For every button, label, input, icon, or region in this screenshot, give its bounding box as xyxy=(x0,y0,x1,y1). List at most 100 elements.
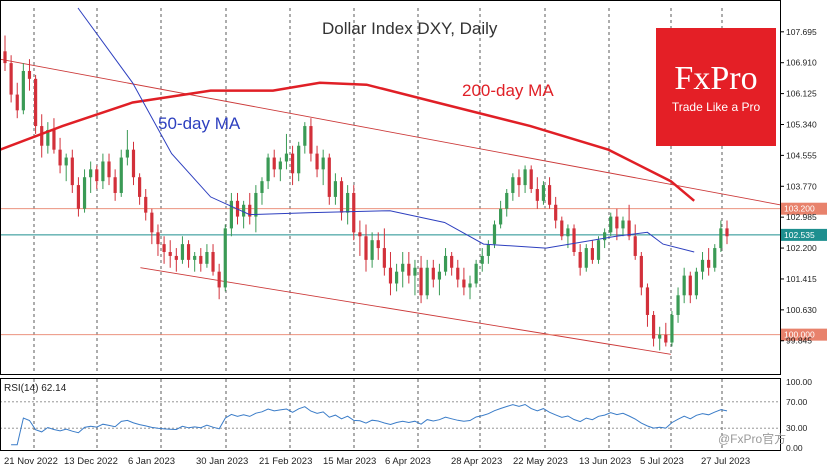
candle-body xyxy=(627,220,631,237)
candle-body xyxy=(609,216,613,233)
candle-body xyxy=(266,157,270,182)
candle-body xyxy=(688,275,692,296)
candle-body xyxy=(309,126,313,154)
candle-body xyxy=(290,153,295,174)
candle-body xyxy=(480,255,484,264)
candle-body xyxy=(413,267,417,276)
candle-body xyxy=(505,192,509,209)
candle-body xyxy=(193,255,197,260)
x-tick-label: 28 Apr 2023 xyxy=(451,456,502,467)
rsi-y-tick-label: 30.00 xyxy=(786,423,808,433)
candle-body xyxy=(15,94,19,111)
rsi-panel-border xyxy=(0,378,781,451)
candle-body xyxy=(450,255,454,268)
candle-body xyxy=(186,244,191,260)
candle-body xyxy=(462,279,466,288)
candle-body xyxy=(27,70,32,79)
candle-body xyxy=(547,185,552,205)
candle-body xyxy=(554,204,558,221)
candle-body xyxy=(425,267,429,296)
candle-body xyxy=(645,287,650,315)
candle-body xyxy=(89,169,93,178)
candle-body xyxy=(499,208,503,225)
candle-body xyxy=(33,78,38,127)
x-tick-label: 6 Jan 2023 xyxy=(128,456,175,467)
candle-body xyxy=(578,252,582,268)
candle-body xyxy=(376,240,380,249)
ma200-annotation: 200-day MA xyxy=(462,81,554,100)
candle-body xyxy=(725,228,729,237)
y-tick-label: 106.125 xyxy=(786,89,817,99)
trend-channel xyxy=(0,58,781,355)
channel-lower-line xyxy=(140,267,671,355)
ma50-line xyxy=(77,7,695,253)
x-tick-label: 6 Apr 2023 xyxy=(385,456,431,467)
candle-body xyxy=(541,185,546,201)
x-tick-label: 27 Jul 2023 xyxy=(701,456,750,467)
candle-body xyxy=(603,232,607,241)
logo-main-text: FxPro xyxy=(674,60,758,97)
axes: 107.695 106.910 106.125 105.340 104.555 103.7… xyxy=(0,0,817,467)
candle-body xyxy=(272,157,276,170)
y-tick-label: 104.555 xyxy=(786,150,817,160)
ma200-line xyxy=(0,81,696,202)
candle-body xyxy=(474,263,478,284)
candle-body xyxy=(138,177,142,197)
candle-body xyxy=(76,185,81,209)
rsi-y-tick-label: 0.00 xyxy=(786,443,803,453)
fxpro-logo: FxPro Trade Like a Pro xyxy=(656,28,776,146)
ma50-annotation: 50-day MA xyxy=(158,114,241,133)
x-tick-label: 5 Jul 2023 xyxy=(640,456,684,467)
candle-body xyxy=(670,314,674,343)
candle-body xyxy=(486,244,490,256)
candle-body xyxy=(394,271,399,284)
candle-body xyxy=(431,267,435,280)
x-tick-label: 30 Jan 2023 xyxy=(196,456,248,467)
candle-body xyxy=(633,236,637,256)
candle-body xyxy=(352,192,356,233)
candle-body xyxy=(682,275,686,296)
candle-body xyxy=(388,267,393,284)
candle-body xyxy=(3,51,7,64)
chart-title: Dollar Index DXY, Daily xyxy=(322,19,498,38)
candle-body xyxy=(211,252,215,272)
candle-body xyxy=(297,145,301,174)
candle-body xyxy=(346,192,350,213)
x-tick-label: 13 Dec 2022 xyxy=(64,456,118,467)
y-tick-label: 106.910 xyxy=(786,58,817,68)
candle-body xyxy=(339,181,344,213)
rsi-label: RSI(14) 62.14 xyxy=(4,383,67,394)
candle-body xyxy=(82,177,87,209)
candle-body xyxy=(260,181,264,193)
candle-body xyxy=(125,149,129,158)
candle-body xyxy=(315,153,319,170)
x-tick-label: 13 Jun 2023 xyxy=(579,456,631,467)
candle-body xyxy=(70,157,74,186)
candle-body xyxy=(492,224,497,245)
candle-body xyxy=(364,236,368,260)
candle-body xyxy=(303,126,307,146)
moving-averages xyxy=(0,7,696,253)
candle-body xyxy=(560,220,564,237)
y-tick-label: 102.200 xyxy=(786,243,817,253)
logo-tagline: Trade Like a Pro xyxy=(671,100,761,114)
candle-body xyxy=(254,192,258,217)
candle-body xyxy=(156,232,160,245)
candle-body xyxy=(248,204,252,217)
y-tick-label: 105.340 xyxy=(786,119,817,129)
candle-body xyxy=(119,157,123,193)
candle-body xyxy=(707,259,711,268)
candle-body xyxy=(144,196,148,213)
rsi-y-tick-label: 70.00 xyxy=(786,397,808,407)
candle-body xyxy=(64,157,68,166)
rsi-panel: 100.00 70.00 30.00 0.00 xyxy=(0,377,812,453)
candle-body xyxy=(358,232,362,237)
candle-body xyxy=(217,271,221,288)
candle-body xyxy=(523,169,527,186)
candle-body xyxy=(162,244,166,252)
candle-body xyxy=(321,157,325,170)
level-tag xyxy=(781,228,827,241)
candle-body xyxy=(242,204,246,217)
x-tick-label: 15 Mar 2023 xyxy=(323,456,376,467)
candle-body xyxy=(517,177,521,186)
